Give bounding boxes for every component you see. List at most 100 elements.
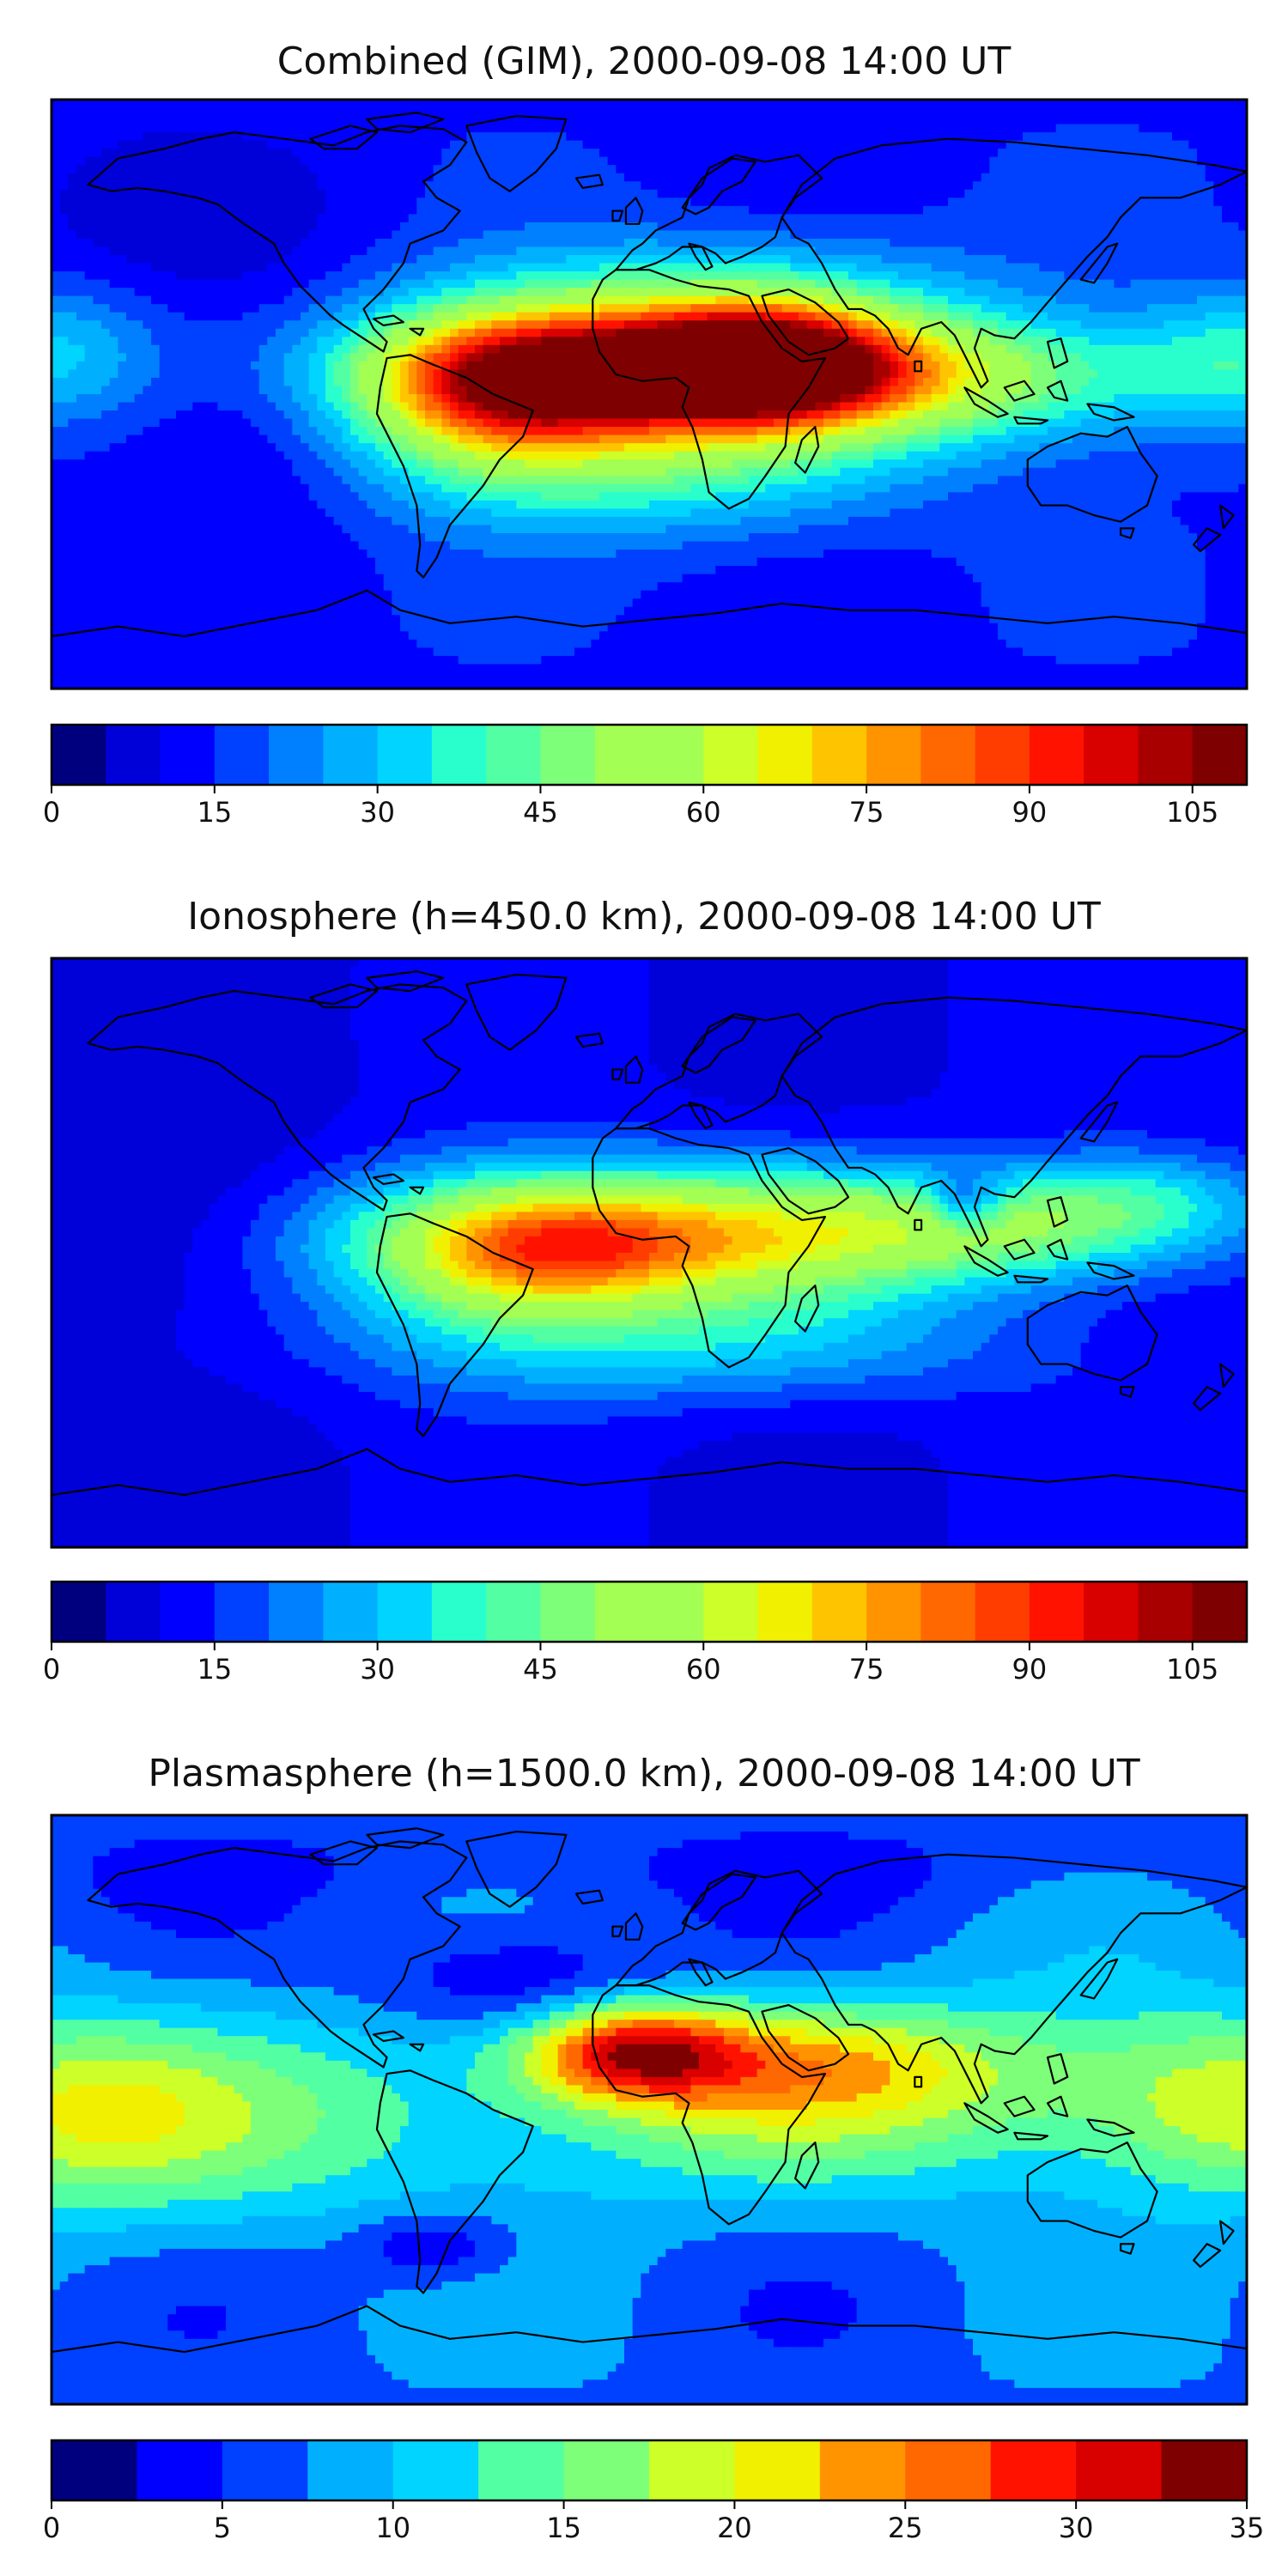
colorbar-plasmasphere	[50, 2439, 1249, 2509]
colorbar-bin	[269, 1582, 324, 1642]
colorbar-bin	[990, 2440, 1077, 2500]
colorbar-tick-label: 0	[43, 2514, 60, 2542]
panel-title-ionosphere: Ionosphere (h=450.0 km), 2000-09-08 14:0…	[0, 898, 1288, 936]
colorbar-tick-label: 90	[1012, 1656, 1048, 1683]
colorbar-bin	[486, 725, 541, 785]
contour-field-ionosphere	[52, 958, 1248, 1548]
panel-title-combined: Combined (GIM), 2000-09-08 14:00 UT	[0, 43, 1288, 81]
colorbar-bin	[1192, 725, 1248, 785]
colorbar-tick-label: 105	[1166, 1656, 1218, 1683]
colorbar-bin	[377, 1582, 433, 1642]
colorbar-bin	[649, 1582, 704, 1642]
contour-field-plasmasphere	[52, 1815, 1248, 2405]
colorbar-bin	[975, 1582, 1030, 1642]
contour-field-combined	[52, 100, 1248, 690]
colorbar-bin	[540, 1582, 596, 1642]
colorbar-bin	[214, 1582, 270, 1642]
colorbar-bin	[160, 725, 216, 785]
colorbar-tick-label: 35	[1230, 2514, 1265, 2542]
colorbar-bin	[563, 2440, 650, 2500]
colorbar-bin	[377, 725, 433, 785]
colorbar-bin	[486, 1582, 541, 1642]
colorbar-bin	[1076, 2440, 1163, 2500]
colorbar-frame	[50, 1580, 1249, 1643]
map-panel-ionosphere	[50, 957, 1249, 1549]
colorbar-tick-label: 25	[888, 2514, 923, 2542]
colorbar-tick-label: 15	[197, 799, 232, 826]
coastline	[50, 1827, 1249, 2406]
colorbar-tick-label: 60	[686, 1656, 721, 1683]
map-panel-plasmasphere	[50, 1814, 1249, 2406]
colorbar-tick-label: 20	[717, 2514, 752, 2542]
colorbar-bin	[811, 1582, 867, 1642]
colorbar-tick-label: 10	[375, 2514, 410, 2542]
colorbar-bin	[52, 725, 106, 785]
panel-title-plasmasphere: Plasmasphere (h=1500.0 km), 2000-09-08 1…	[0, 1755, 1288, 1793]
colorbar-tick-label: 15	[546, 2514, 581, 2542]
colorbar-ionosphere	[50, 1580, 1249, 1650]
colorbar-bin	[920, 1582, 976, 1642]
colorbar-tick-label: 60	[686, 799, 721, 826]
map-frame	[50, 957, 1249, 1549]
colorbar-bin	[214, 725, 270, 785]
colorbar-bin	[222, 2440, 308, 2500]
colorbar-tick-label: 0	[43, 799, 60, 826]
colorbar-bin	[866, 1582, 921, 1642]
colorbar-bin	[1138, 1582, 1194, 1642]
colorbar-bin	[905, 2440, 992, 2500]
colorbar-bin	[866, 725, 921, 785]
colorbar-bin	[540, 725, 596, 785]
colorbar-bin	[975, 725, 1030, 785]
colorbar-bin	[323, 725, 379, 785]
colorbar-bin	[811, 725, 867, 785]
colorbar-tick-label: 30	[360, 799, 395, 826]
colorbar-bin	[1084, 1582, 1139, 1642]
colorbar-bin	[307, 2440, 394, 2500]
colorbar-bin	[1029, 1582, 1084, 1642]
colorbar-tick-label: 75	[849, 1656, 884, 1683]
colorbar-bin	[137, 2440, 223, 2500]
colorbar-bin	[431, 725, 487, 785]
colorbar-tick-label: 75	[849, 799, 884, 826]
colorbar-bin	[757, 1582, 813, 1642]
colorbar-combined	[50, 723, 1249, 793]
colorbar-bin	[1084, 725, 1139, 785]
colorbar-bin	[160, 1582, 216, 1642]
colorbar-bin	[757, 725, 813, 785]
colorbar-bin	[269, 725, 324, 785]
colorbar-bin	[1192, 1582, 1248, 1642]
colorbar-bin	[431, 1582, 487, 1642]
colorbar-bin	[323, 1582, 379, 1642]
map-panel-combined	[50, 98, 1249, 690]
colorbar-bin	[594, 725, 650, 785]
colorbar-tick-label: 30	[1059, 2514, 1094, 2542]
colorbar-bin	[106, 1582, 161, 1642]
colorbar-tick-label: 30	[360, 1656, 395, 1683]
colorbar-bin	[594, 1582, 650, 1642]
coastline	[50, 970, 1249, 1549]
colorbar-tick-label: 0	[43, 1656, 60, 1683]
map-frame	[50, 98, 1249, 690]
colorbar-bin	[649, 725, 704, 785]
colorbar-tick-label: 45	[523, 1656, 558, 1683]
colorbar-bin	[52, 1582, 106, 1642]
colorbar-bin	[106, 725, 161, 785]
colorbar-tick-label: 105	[1166, 799, 1218, 826]
colorbar-tick-label: 45	[523, 799, 558, 826]
colorbar-frame	[50, 2439, 1249, 2502]
colorbar-tick-label: 15	[197, 1656, 232, 1683]
colorbar-bin	[734, 2440, 821, 2500]
colorbar-bin	[52, 2440, 137, 2500]
colorbar-bin	[392, 2440, 479, 2500]
map-frame	[50, 1814, 1249, 2406]
colorbar-bin	[478, 2440, 565, 2500]
colorbar-tick-label: 90	[1012, 799, 1048, 826]
colorbar-tick-label: 5	[214, 2514, 231, 2542]
colorbar-bin	[819, 2440, 906, 2500]
colorbar-bin	[703, 725, 759, 785]
colorbar-bin	[1138, 725, 1194, 785]
colorbar-frame	[50, 723, 1249, 787]
colorbar-bin	[649, 2440, 735, 2500]
